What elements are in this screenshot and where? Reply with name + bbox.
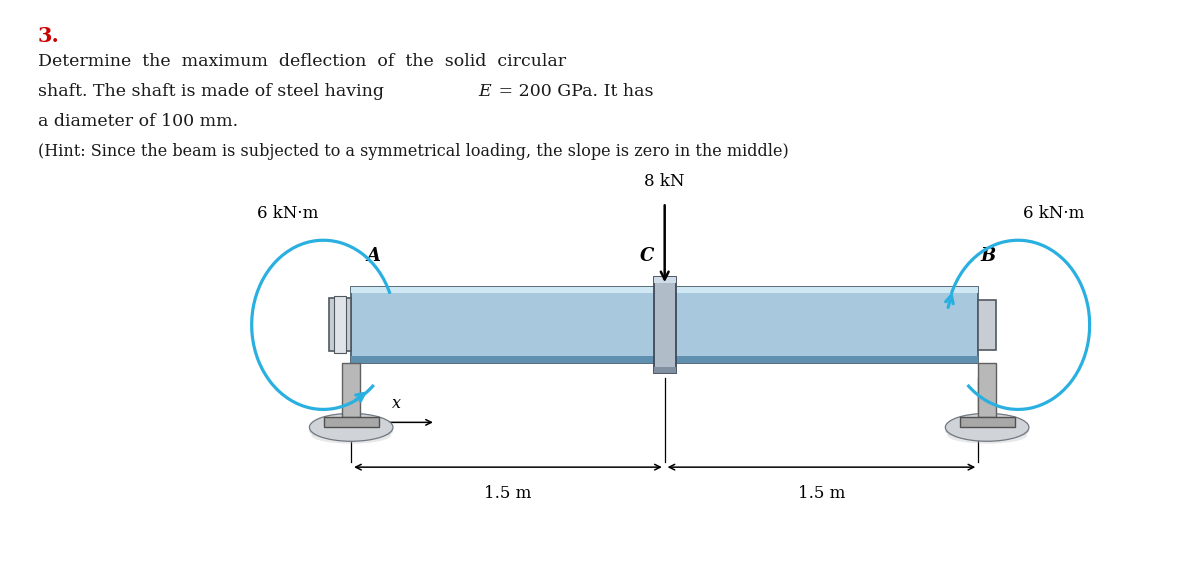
Bar — [654, 277, 676, 283]
Text: A: A — [366, 247, 380, 265]
Text: Determine  the  maximum  deflection  of  the  solid  circular: Determine the maximum deflection of the … — [37, 53, 566, 70]
Bar — [329, 299, 352, 351]
Polygon shape — [352, 287, 978, 293]
Text: shaft. The shaft is made of steel having: shaft. The shaft is made of steel having — [37, 83, 389, 100]
Polygon shape — [352, 287, 978, 362]
Text: 3.: 3. — [37, 26, 60, 46]
Bar — [960, 418, 1014, 427]
Text: 1.5 m: 1.5 m — [798, 485, 845, 502]
Text: x: x — [391, 396, 401, 412]
Bar — [654, 367, 676, 372]
Text: B: B — [980, 247, 996, 265]
Bar — [335, 296, 347, 353]
Bar — [654, 277, 676, 372]
Bar — [978, 300, 996, 350]
Bar — [342, 362, 360, 418]
Text: = 200 GPa. It has: = 200 GPa. It has — [492, 83, 653, 100]
Bar — [978, 362, 996, 418]
Text: a diameter of 100 mm.: a diameter of 100 mm. — [37, 113, 238, 130]
Ellipse shape — [310, 414, 392, 441]
Text: 6 kN·m: 6 kN·m — [257, 205, 318, 222]
Text: 8 kN: 8 kN — [644, 173, 685, 190]
Bar — [324, 418, 378, 427]
Ellipse shape — [946, 414, 1028, 441]
Text: (Hint: Since the beam is subjected to a symmetrical loading, the slope is zero i: (Hint: Since the beam is subjected to a … — [37, 143, 788, 160]
Polygon shape — [352, 356, 978, 362]
Text: C: C — [640, 247, 654, 265]
Ellipse shape — [947, 427, 1027, 444]
Ellipse shape — [310, 423, 392, 440]
Ellipse shape — [311, 427, 391, 444]
Text: 6 kN·m: 6 kN·m — [1024, 205, 1085, 222]
Ellipse shape — [946, 423, 1028, 440]
Text: 1.5 m: 1.5 m — [485, 485, 532, 502]
Text: E: E — [479, 83, 491, 100]
